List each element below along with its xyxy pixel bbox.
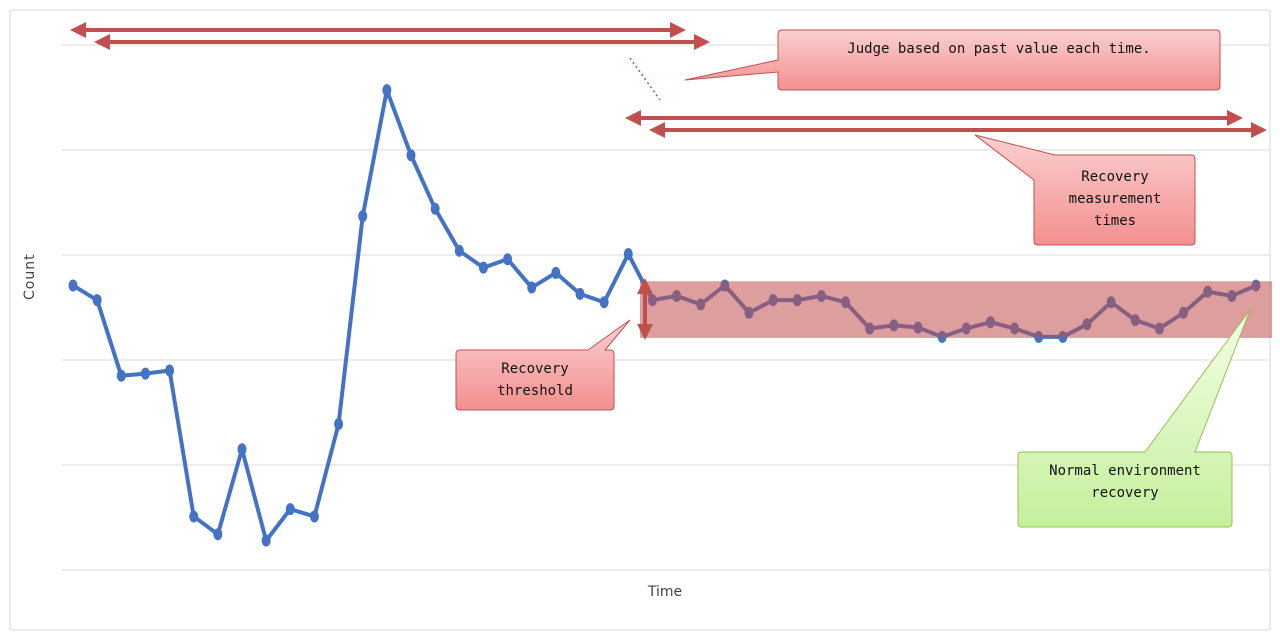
annotation: Recovery threshold: [497, 361, 573, 399]
dotted-line: [629, 57, 661, 101]
point: [551, 266, 561, 279]
point: [213, 528, 223, 541]
annotation: Recovery measurement times: [1068, 169, 1162, 229]
annotation: Normal environment recovery: [1049, 463, 1201, 501]
y-axis-label: Count: [22, 253, 38, 300]
annotation: Judge based on past value each time.: [847, 41, 1151, 57]
band-layer: [640, 281, 1272, 338]
point: [623, 247, 633, 260]
point: [527, 281, 537, 294]
callouts: [455, 29, 1251, 528]
callout: [455, 319, 631, 411]
point: [503, 253, 513, 266]
arrows: [70, 22, 1267, 340]
point: [478, 261, 488, 274]
point: [454, 244, 464, 257]
point: [309, 510, 319, 523]
point: [334, 418, 344, 431]
point: [261, 534, 271, 547]
point: [575, 287, 585, 300]
point: [599, 296, 609, 309]
point: [430, 202, 440, 215]
x-axis-label: Time: [647, 584, 683, 600]
callout: [684, 29, 1221, 91]
point: [68, 279, 78, 292]
point: [140, 367, 150, 380]
point: [406, 149, 416, 162]
callout: [1017, 309, 1251, 528]
point: [237, 443, 247, 456]
point: [285, 503, 295, 516]
point: [165, 364, 175, 377]
threshold-band: [640, 281, 1272, 338]
callout: [974, 134, 1196, 246]
point: [358, 210, 368, 223]
point: [382, 84, 392, 97]
point: [189, 510, 199, 523]
point: [92, 294, 102, 307]
point: [116, 369, 126, 382]
